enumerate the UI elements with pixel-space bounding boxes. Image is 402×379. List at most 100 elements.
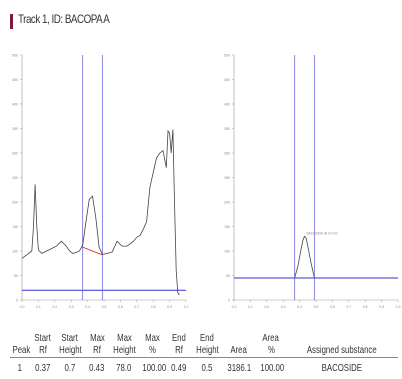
column-header-text: Rf bbox=[175, 345, 183, 357]
column-header-text: Height bbox=[113, 345, 136, 357]
table-cell: 0.43 bbox=[84, 358, 110, 377]
column-header-text: End bbox=[172, 333, 186, 345]
table-cell: 0.37 bbox=[30, 358, 56, 377]
table-cell-text: 3186.1 bbox=[227, 363, 251, 375]
chart2-x-tick-label: 0.1 bbox=[248, 305, 253, 309]
column-header: Start Rf bbox=[30, 327, 56, 358]
table-cell: 100.00 bbox=[138, 358, 166, 377]
column-header-text: Max bbox=[145, 333, 160, 345]
table-cell: 1 bbox=[10, 358, 30, 377]
column-header-text: End bbox=[200, 333, 214, 345]
column-header-text: Assigned substance bbox=[307, 345, 377, 357]
chart2-y-tick-label: 450 bbox=[224, 78, 230, 82]
column-header: Peak bbox=[10, 327, 30, 358]
chart2-x-tick-label: 0.3 bbox=[281, 305, 286, 309]
table-cell-text: 1 bbox=[18, 363, 22, 375]
table-cell-text: 100.00 bbox=[142, 363, 166, 375]
chart1-x-tick-label: 0.3 bbox=[69, 305, 74, 309]
chart2-x-tick-label: 0.8 bbox=[363, 305, 368, 309]
chart1-y-tick-label: 300 bbox=[12, 152, 18, 156]
table-cell-text: 0.49 bbox=[171, 363, 186, 375]
chart2-x-tick-label: 0.4 bbox=[297, 305, 302, 309]
chart1-x-tick-label: 0.2 bbox=[52, 305, 57, 309]
chart2-y-tick-label: 400 bbox=[224, 103, 230, 107]
column-header-text: Start bbox=[35, 333, 51, 345]
chart1-x-tick-label: 0.8 bbox=[151, 305, 156, 309]
table-cell-text: 100.00 bbox=[260, 363, 284, 375]
chart2-series-1-line bbox=[295, 236, 315, 278]
chart1-x-tick-label: 0.4 bbox=[85, 305, 90, 309]
table-row: 1 0.37 0.7 0.43 78.0 100.00 0.49 0.5 3186.1 100.0… bbox=[10, 358, 398, 377]
chart2-x-tick-label: 0.0 bbox=[232, 305, 237, 309]
chart1-x-tick-label: 0.6 bbox=[118, 305, 123, 309]
chart1-y-tick-label: 400 bbox=[12, 103, 18, 107]
column-header-text: Rf bbox=[93, 345, 101, 357]
table-cell: 78.0 bbox=[110, 358, 138, 377]
table-cell: 0.49 bbox=[166, 358, 192, 377]
column-header-text: Height bbox=[59, 345, 82, 357]
table-cell-text: 0.43 bbox=[89, 363, 104, 375]
table-cell: BACOSIDE bbox=[286, 358, 398, 377]
column-header-text: Rf bbox=[39, 345, 47, 357]
column-header: End Rf bbox=[166, 327, 192, 358]
column-header-text: Max bbox=[90, 333, 105, 345]
table-cell: 0.7 bbox=[56, 358, 84, 377]
peak-table: Peak Start Rf Start Height Max Rf Max Height Max%… bbox=[10, 327, 398, 376]
chart1-y-tick-label: 250 bbox=[12, 176, 18, 180]
chart2-y-tick-label: 350 bbox=[224, 127, 230, 131]
chart2-x-tick-label: 0.7 bbox=[346, 305, 351, 309]
chart2-x-tick-label: 1.0 bbox=[396, 305, 401, 309]
table-cell: 100.00 bbox=[256, 358, 286, 377]
chart1-y-tick-label: 50 bbox=[14, 274, 18, 278]
chart1-y-tick-label: 0 bbox=[16, 299, 18, 303]
column-header-text: % bbox=[149, 345, 156, 357]
chart1-x-tick-label: 0.7 bbox=[134, 305, 139, 309]
chart1-y-tick-label: 350 bbox=[12, 127, 18, 131]
chart2-y-tick-label: 250 bbox=[224, 176, 230, 180]
chart2-x-tick-label: 0.9 bbox=[379, 305, 384, 309]
column-header-text: Start bbox=[62, 333, 78, 345]
chart1-x-tick-label: 0.5 bbox=[102, 305, 107, 309]
chart1-x-tick-label: 0.9 bbox=[167, 305, 172, 309]
column-header: Area bbox=[222, 327, 256, 358]
table-cell: 0.5 bbox=[192, 358, 222, 377]
column-header: Assigned substance bbox=[286, 327, 398, 358]
chart2-y-tick-label: 500 bbox=[224, 54, 230, 58]
column-header: End Height bbox=[192, 327, 222, 358]
chart1-y-tick-label: 500 bbox=[12, 54, 18, 58]
column-header: Area% bbox=[256, 327, 286, 358]
table-cell-text: 78.0 bbox=[116, 363, 131, 375]
chart2-y-tick-label: 300 bbox=[224, 152, 230, 156]
chart1-series-1-line bbox=[22, 130, 179, 296]
chart1-y-tick-label: 150 bbox=[12, 225, 18, 229]
column-header-text: Area bbox=[263, 333, 279, 345]
column-header: Max% bbox=[138, 327, 166, 358]
chart2-x-tick-label: 0.6 bbox=[330, 305, 335, 309]
column-header: Start Height bbox=[56, 327, 84, 358]
column-header-text: Max bbox=[117, 333, 132, 345]
table-cell-text: BACOSIDE bbox=[322, 363, 362, 375]
chart2-y-tick-label: 150 bbox=[224, 225, 230, 229]
chart1-x-tick-label: 0.0 bbox=[20, 305, 25, 309]
chart1-x-tick-label: 1.0 bbox=[184, 305, 189, 309]
column-header-text: Peak bbox=[13, 345, 31, 357]
column-header-text: Area bbox=[231, 345, 247, 357]
chart2-x-tick-label: 0.5 bbox=[314, 305, 319, 309]
table-cell: 3186.1 bbox=[222, 358, 256, 377]
column-header: Max Rf bbox=[84, 327, 110, 358]
chart2-y-tick-label: 50 bbox=[226, 274, 230, 278]
chart1-y-tick-label: 450 bbox=[12, 78, 18, 82]
column-header-text: % bbox=[268, 345, 275, 357]
chart2-y-tick-label: 100 bbox=[224, 250, 230, 254]
chart2-x-tick-label: 0.2 bbox=[264, 305, 269, 309]
chart2-annotation: BACOSIDE @ 0.0 nm bbox=[307, 231, 339, 235]
table-cell-text: 0.5 bbox=[202, 363, 213, 375]
chart2-y-tick-label: 0 bbox=[228, 299, 230, 303]
chart1-y-tick-label: 100 bbox=[12, 250, 18, 254]
table-body: 1 0.37 0.7 0.43 78.0 100.00 0.49 0.5 3186.1 100.0… bbox=[10, 358, 398, 377]
column-header-text: Height bbox=[196, 345, 219, 357]
table-header-row: Peak Start Rf Start Height Max Rf Max Height Max%… bbox=[10, 327, 398, 358]
table-cell-text: 0.7 bbox=[65, 363, 76, 375]
chart1-x-tick-label: 0.1 bbox=[36, 305, 41, 309]
